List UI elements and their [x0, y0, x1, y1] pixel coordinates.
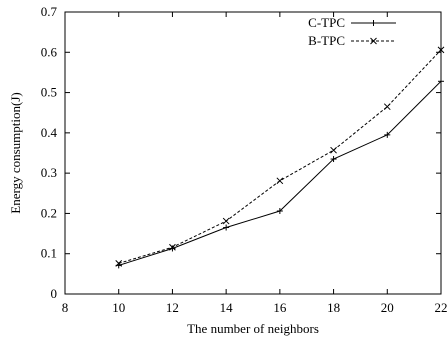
point-marker-b-tpc: [276, 177, 284, 185]
y-tick-label: 0.5: [41, 85, 57, 100]
data-point-b-tpc: [330, 146, 337, 154]
x-tick-label: 22: [435, 300, 447, 315]
point-marker-b-tpc: [383, 103, 391, 111]
y-tick-label: 0: [51, 286, 58, 301]
data-point-b-tpc: [222, 217, 230, 225]
legend-label-b-tpc: B-TPC: [308, 33, 345, 48]
data-point-b-tpc: [383, 103, 391, 111]
x-tick-label: 10: [112, 300, 125, 315]
legend-marker-b-tpc: [370, 37, 377, 45]
legend-marker-b-tpc: [370, 37, 377, 45]
data-point-b-tpc: [115, 260, 123, 267]
legend: C-TPC B-TPC: [308, 15, 396, 48]
x-tick-label: 18: [327, 300, 340, 315]
y-tick-label: 0.4: [41, 125, 58, 140]
point-marker-b-tpc: [330, 146, 337, 154]
y-tick-label: 0.1: [41, 246, 57, 261]
data-point-c-tpc: [223, 224, 230, 231]
y-axis-label: Energy consumption(J): [8, 92, 23, 213]
y-tick-label: 0.7: [41, 4, 58, 19]
x-tick-label: 16: [273, 300, 287, 315]
data-point-c-tpc: [169, 245, 176, 252]
data-point-c-tpc: [276, 208, 283, 215]
x-tick-label: 20: [381, 300, 394, 315]
data-point-c-tpc: [330, 156, 337, 163]
data-point-b-tpc: [169, 243, 176, 251]
data-point-c-tpc: [384, 131, 391, 138]
y-tick-label: 0.6: [41, 44, 58, 59]
x-tick-label: 14: [220, 300, 234, 315]
data-point-b-tpc: [276, 177, 284, 185]
axis-ticks: 8 10 12 14 16 18 20 22 0 0.1 0.2 0.3 0.4 0.5 0.6 0.7: [41, 4, 447, 315]
legend-label-c-tpc: C-TPC: [308, 15, 345, 30]
series-line-b-tpc: [118, 49, 442, 264]
y-tick-label: 0.3: [41, 165, 57, 180]
legend-marker-c-tpc: [370, 20, 377, 26]
series-layer: [115, 46, 445, 269]
x-tick-label: 8: [62, 300, 69, 315]
x-tick-label: 12: [166, 300, 179, 315]
plot-frame: [64, 11, 442, 295]
point-marker-b-tpc: [115, 260, 123, 267]
point-marker-b-tpc: [222, 217, 230, 225]
series-line-c-tpc: [118, 80, 442, 266]
y-tick-label: 0.2: [41, 205, 57, 220]
x-axis-label: The number of neighbors: [187, 321, 319, 336]
point-marker-b-tpc: [169, 243, 176, 251]
